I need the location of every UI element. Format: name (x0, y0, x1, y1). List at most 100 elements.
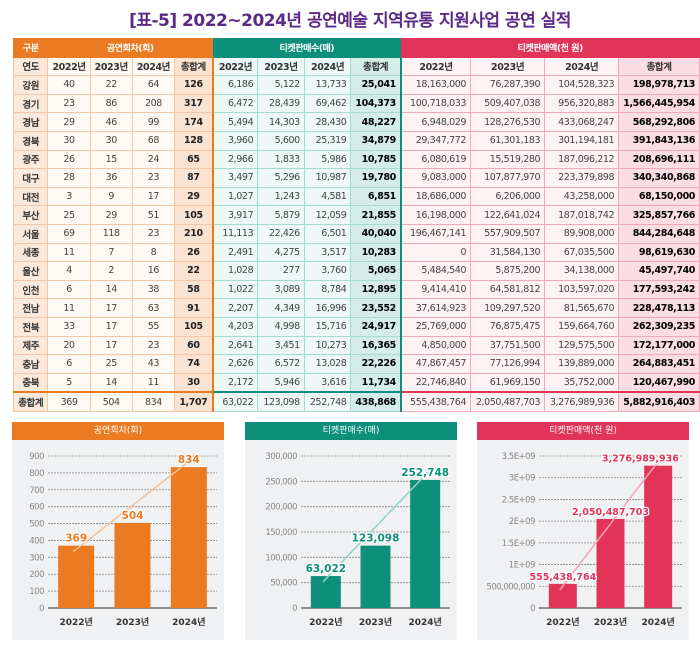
value-cell: 5,296 (257, 168, 305, 188)
value-cell: 16,365 (350, 335, 402, 356)
x-tick-label: 2024년 (408, 616, 441, 628)
group-header-tickets: 티켓판매수(매) (212, 38, 402, 58)
value-cell: 8 (131, 242, 176, 263)
bar-chart-tickets: 0 50,000 100,000 150,000 200,000 250,000 300,0… (265, 452, 450, 628)
value-cell: 19,780 (350, 168, 402, 188)
y-tick-label: 1E+09 (509, 561, 535, 571)
value-cell: 11,113 (212, 223, 259, 244)
value-cell: 26 (174, 242, 214, 263)
y-tick-label: 500,000,000 (486, 582, 535, 592)
value-cell: 104,373 (350, 93, 402, 114)
value-cell: 89,908,000 (544, 223, 620, 244)
value-cell: 4,850,000 (400, 335, 472, 356)
value-cell: 2,641 (212, 335, 259, 356)
value-cell: 74 (174, 354, 214, 374)
value-cell: 433,068,247 (544, 112, 620, 132)
value-cell: 26 (47, 149, 91, 170)
value-cell: 68,150,000 (618, 186, 700, 207)
region-cell: 대구 (12, 168, 49, 188)
value-cell: 109,297,520 (470, 298, 546, 318)
value-cell: 23 (131, 168, 176, 188)
value-cell: 29 (174, 186, 214, 207)
value-cell: 5,494 (212, 112, 259, 132)
year-header: 2022년 (400, 56, 472, 77)
value-cell: 4,275 (257, 242, 305, 263)
data-label: 63,022 (306, 563, 347, 575)
bar (114, 522, 151, 608)
value-cell: 509,407,038 (470, 93, 546, 114)
trendline (322, 471, 429, 583)
value-cell: 2,966 (212, 149, 259, 170)
table-row: 충남 6 25 43 74 2,626 6,572 13,028 22,226 47,867,45… (12, 354, 700, 374)
y-tick-label: 700 (29, 486, 44, 496)
value-cell: 28,430 (303, 112, 352, 132)
region-cell: 인천 (12, 279, 49, 300)
bar (310, 576, 341, 608)
value-cell: 3,517 (303, 242, 352, 263)
value-cell: 43,258,000 (544, 186, 620, 207)
performance-table: 구분 공연회차(회) 티켓판매수(매) 티켓판매액(천 원) 연도 2022년 2… (12, 38, 700, 412)
value-cell: 6 (47, 279, 91, 300)
value-cell: 99 (131, 112, 176, 132)
value-cell: 31,584,130 (470, 242, 546, 263)
value-cell: 4,203 (212, 316, 259, 337)
value-cell: 5,882,916,403 (618, 391, 700, 412)
page-title: [표-5] 2022~2024년 공연예술 지역유통 지원사업 공연 실적 (129, 11, 571, 31)
value-cell: 5,600 (257, 130, 305, 151)
value-cell: 7 (89, 242, 133, 263)
y-tick-label: 2.5E+09 (502, 495, 535, 505)
value-cell: 11 (47, 242, 91, 263)
table-row: 울산 4 2 16 22 1,028 277 3,760 5,065 5,484,540 5,875… (12, 261, 700, 281)
value-cell: 252,748 (303, 391, 352, 412)
value-cell: 4 (47, 261, 91, 281)
value-cell: 317 (174, 93, 214, 114)
value-cell: 23 (131, 335, 176, 356)
y-tick-label: 150,000 (265, 528, 297, 538)
value-cell: 2,491 (212, 242, 259, 263)
value-cell: 6,206,000 (470, 186, 546, 207)
value-cell: 8,784 (303, 279, 352, 300)
value-cell: 25,769,000 (400, 316, 472, 337)
value-cell: 87 (174, 168, 214, 188)
table-row: 경북 30 30 68 128 3,960 5,600 25,319 34,879 29,347,… (12, 130, 700, 151)
value-cell: 22 (89, 75, 133, 95)
value-cell: 25,041 (350, 75, 402, 95)
year-header: 2022년 (212, 56, 259, 77)
value-cell: 86 (89, 93, 133, 114)
value-cell: 126 (174, 75, 214, 95)
value-cell: 25,319 (303, 130, 352, 151)
value-cell: 187,096,212 (544, 149, 620, 170)
value-cell: 18,163,000 (400, 75, 472, 95)
value-cell: 76,875,475 (470, 316, 546, 337)
x-tick-label: 2024년 (641, 616, 674, 628)
value-cell: 24 (131, 149, 176, 170)
value-cell: 223,379,898 (544, 168, 620, 188)
value-cell: 5,875,200 (470, 261, 546, 281)
value-cell: 2,207 (212, 298, 259, 318)
value-cell: 5,484,540 (400, 261, 472, 281)
value-cell: 3,917 (212, 205, 259, 225)
value-cell: 9,414,410 (400, 279, 472, 300)
data-label: 2,050,487,703 (572, 507, 649, 518)
value-cell: 325,857,766 (618, 205, 700, 225)
value-cell: 100,718,033 (400, 93, 472, 114)
value-cell: 10,273 (303, 335, 352, 356)
bar (548, 583, 577, 608)
value-cell: 20 (47, 335, 91, 356)
year-header: 2024년 (544, 56, 620, 77)
value-cell: 555,438,764 (400, 391, 472, 412)
y-tick-label: 400 (29, 536, 44, 546)
trendline (72, 458, 193, 553)
value-cell: 208 (131, 93, 176, 114)
value-cell: 25 (47, 205, 91, 225)
table-row: 전남 11 17 63 91 2,207 4,349 16,996 23,552 37,614,9… (12, 298, 700, 318)
value-cell: 69,462 (303, 93, 352, 114)
region-cell: 충남 (12, 354, 49, 374)
value-cell: 47,867,457 (400, 354, 472, 374)
value-cell: 18,686,000 (400, 186, 472, 207)
value-cell: 3,451 (257, 335, 305, 356)
y-tick-label: 100 (29, 587, 44, 597)
value-cell: 568,292,806 (618, 112, 700, 132)
data-label: 369 (65, 533, 87, 545)
value-cell: 34,138,000 (544, 261, 620, 281)
